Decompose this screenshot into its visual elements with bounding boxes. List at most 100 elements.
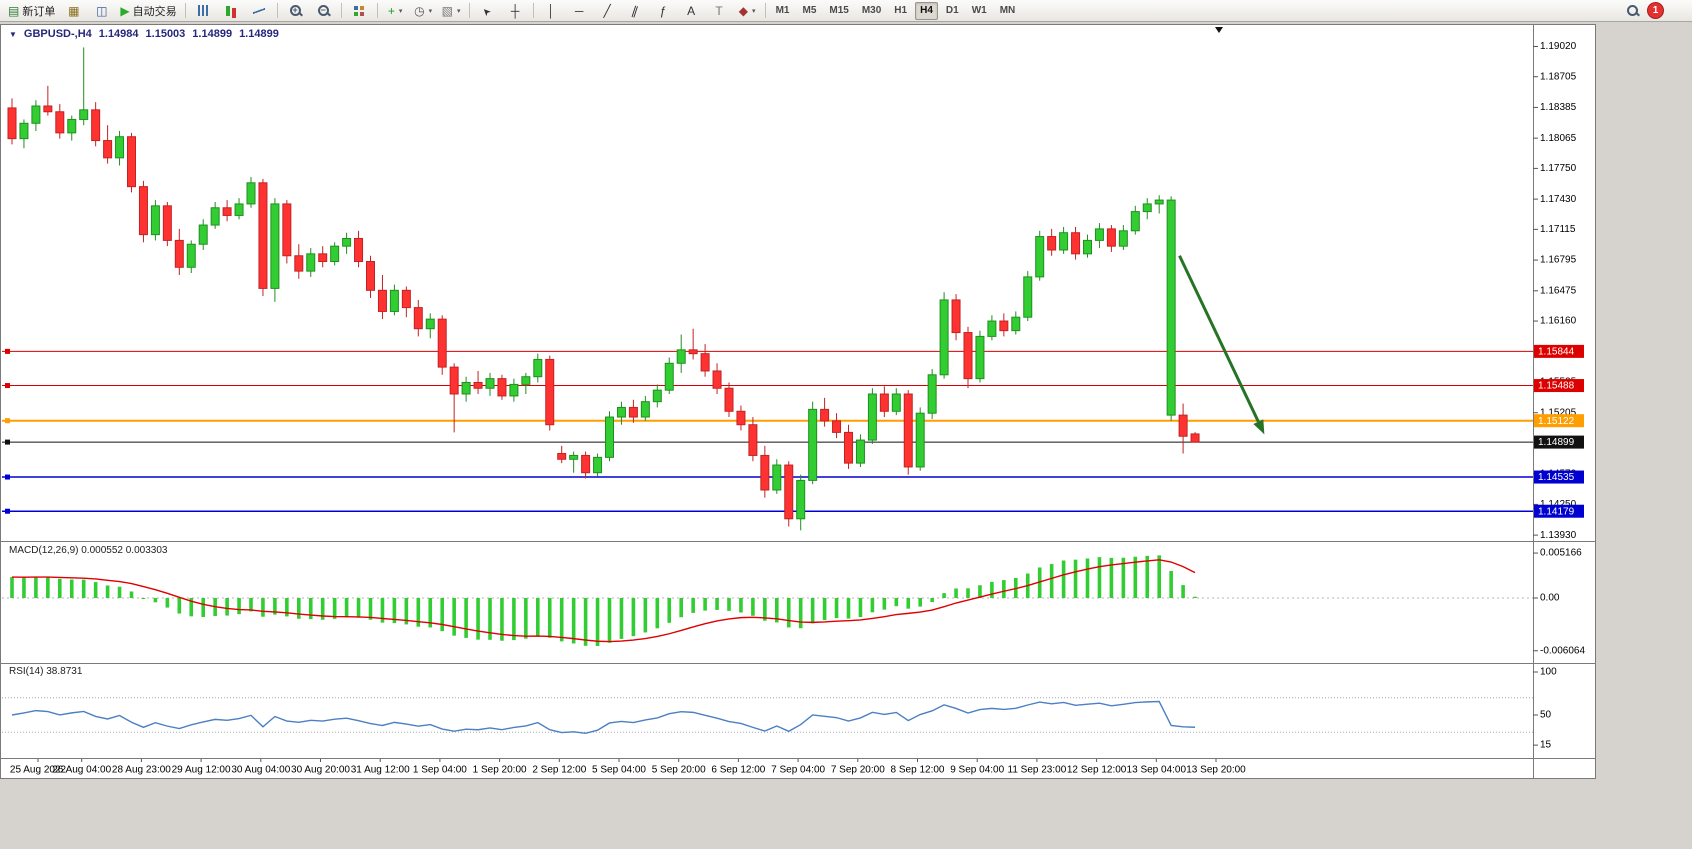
window-right-gutter bbox=[1596, 22, 1692, 849]
autotrading-button[interactable]: ▶ 自动交易 bbox=[116, 1, 180, 21]
search-button[interactable] bbox=[1619, 1, 1646, 21]
svg-text:1.14250: 1.14250 bbox=[1540, 499, 1577, 510]
svg-text:1.16160: 1.16160 bbox=[1540, 316, 1577, 327]
svg-text:0.00: 0.00 bbox=[1540, 593, 1560, 604]
trendline-icon[interactable]: ╱ bbox=[594, 1, 621, 21]
line-chart-icon[interactable] bbox=[246, 1, 273, 21]
chevron-down-icon: ▾ bbox=[398, 7, 403, 15]
timeframe-toolbar: M1 M5 M15 M30 H1 H4 D1 W1 MN bbox=[770, 1, 1022, 20]
toolbar-separator bbox=[468, 3, 470, 18]
svg-text:1.14179: 1.14179 bbox=[1538, 506, 1575, 517]
tile-windows-icon bbox=[353, 5, 358, 10]
arrows-icon: ◆ bbox=[738, 3, 748, 18]
text-icon[interactable]: A bbox=[678, 1, 705, 21]
svg-text:1.15205: 1.15205 bbox=[1540, 407, 1577, 418]
hline-handle-1.14179[interactable] bbox=[5, 508, 10, 514]
toolbar-separator bbox=[532, 3, 534, 18]
market-depth-icon[interactable]: ◫ bbox=[88, 1, 115, 21]
bar-chart-icon[interactable] bbox=[190, 1, 217, 21]
svg-text:1.17115: 1.17115 bbox=[1540, 224, 1576, 235]
zoom-out-icon[interactable]: − bbox=[310, 1, 337, 21]
indicators-icon: + bbox=[387, 3, 395, 18]
candlestick-chart-icon bbox=[225, 5, 236, 18]
chevron-down-icon: ▾ bbox=[751, 7, 756, 15]
fibonacci-icon[interactable]: ƒ bbox=[650, 1, 677, 21]
svg-text:1.16795: 1.16795 bbox=[1540, 255, 1577, 266]
hline-handle-1.15844[interactable] bbox=[5, 348, 10, 354]
macd-pane: 0.005166 0.00 -0.006064 bbox=[2, 548, 1585, 656]
cursor-icon[interactable]: ➤ bbox=[474, 1, 501, 21]
toolbar-separator bbox=[764, 3, 766, 18]
hline-handle-1.15488[interactable] bbox=[5, 383, 10, 389]
tile-windows-icon[interactable] bbox=[346, 1, 373, 21]
candlestick-chart-icon[interactable] bbox=[218, 1, 245, 21]
svg-text:8 Sep 12:00: 8 Sep 12:00 bbox=[891, 765, 945, 776]
svg-text:15: 15 bbox=[1540, 740, 1552, 751]
svg-text:100: 100 bbox=[1540, 667, 1557, 678]
price-tag-1.15488 bbox=[1534, 379, 1584, 393]
chevron-down-icon: ▾ bbox=[456, 7, 461, 15]
timeframe-w1[interactable]: W1 bbox=[971, 5, 987, 16]
zoom-in-icon[interactable]: + bbox=[282, 1, 309, 21]
timeframe-m15[interactable]: M15 bbox=[829, 5, 849, 16]
candles-layer bbox=[7, 47, 1200, 531]
crosshair-icon: ┼ bbox=[510, 3, 520, 18]
toolbar-separator bbox=[376, 3, 378, 18]
svg-text:1.18385: 1.18385 bbox=[1540, 102, 1577, 113]
indicators-button[interactable]: + ▾ bbox=[382, 1, 409, 21]
horizontal-line-icon[interactable]: ─ bbox=[566, 1, 593, 21]
cursor-icon: ➤ bbox=[479, 3, 494, 18]
trend-arrow[interactable] bbox=[1178, 255, 1265, 435]
timeframe-m5[interactable]: M5 bbox=[802, 5, 817, 16]
bar-chart-icon bbox=[197, 5, 209, 16]
timeframe-m30[interactable]: M30 bbox=[861, 5, 882, 16]
hline-handle-1.14899[interactable] bbox=[5, 439, 10, 445]
macd-signal-line bbox=[11, 559, 1196, 643]
notification-badge[interactable]: 1 bbox=[1647, 2, 1664, 19]
svg-text:1.18065: 1.18065 bbox=[1540, 133, 1577, 144]
window-bottom-gutter bbox=[0, 779, 1596, 849]
new-order-icon: ▤ bbox=[8, 3, 20, 18]
price-tag-1.14179 bbox=[1534, 504, 1584, 518]
templates-button[interactable]: ▧ ▾ bbox=[438, 1, 465, 21]
svg-text:7 Sep 20:00: 7 Sep 20:00 bbox=[831, 765, 885, 776]
timeframe-mn[interactable]: MN bbox=[999, 5, 1016, 16]
crosshair-icon[interactable]: ┼ bbox=[502, 1, 529, 21]
chart-window-icon[interactable]: ▦ bbox=[60, 1, 87, 21]
svg-text:1.14535: 1.14535 bbox=[1538, 472, 1575, 483]
svg-text:1.15122: 1.15122 bbox=[1538, 416, 1575, 427]
scroll-end-marker-icon[interactable] bbox=[1215, 27, 1223, 33]
svg-text:28 Aug 23:00: 28 Aug 23:00 bbox=[112, 765, 171, 776]
svg-text:1 Sep 04:00: 1 Sep 04:00 bbox=[413, 765, 467, 776]
hline-handle-1.14535[interactable] bbox=[5, 474, 10, 480]
vertical-line-icon[interactable]: │ bbox=[538, 1, 565, 21]
periods-icon: ◷ bbox=[414, 3, 425, 18]
timeframe-h1[interactable]: H1 bbox=[894, 5, 908, 16]
channel-icon[interactable]: ∥ bbox=[622, 1, 649, 21]
new-order-button[interactable]: ▤ 新订单 bbox=[4, 1, 59, 21]
timeframe-h4[interactable]: H4 bbox=[915, 1, 938, 20]
channel-icon: ∥ bbox=[630, 2, 641, 19]
svg-text:1.18705: 1.18705 bbox=[1540, 71, 1577, 82]
svg-text:1.15844: 1.15844 bbox=[1538, 347, 1575, 358]
horizontal-line-icon: ─ bbox=[574, 3, 584, 18]
macd-scale: 0.005166 0.00 -0.006064 bbox=[1533, 548, 1585, 656]
timeframe-d1[interactable]: D1 bbox=[945, 5, 959, 16]
market-depth-icon: ◫ bbox=[96, 3, 108, 18]
label-icon[interactable]: T bbox=[706, 1, 733, 21]
timeframe-m1[interactable]: M1 bbox=[775, 5, 790, 16]
text-icon: A bbox=[687, 3, 696, 18]
chart-area[interactable]: 1.19020 1.18705 1.18385 1.18065 1.17750 1.174… bbox=[0, 24, 1596, 779]
periods-button[interactable]: ◷ ▾ bbox=[410, 1, 437, 21]
svg-text:30 Aug 20:00: 30 Aug 20:00 bbox=[291, 765, 350, 776]
hline-handle-1.15122[interactable] bbox=[5, 418, 10, 424]
new-order-button-label: 新订单 bbox=[22, 5, 56, 18]
svg-text:29 Aug 12:00: 29 Aug 12:00 bbox=[172, 765, 231, 776]
svg-text:1.17750: 1.17750 bbox=[1540, 163, 1577, 174]
arrows-icon[interactable]: ◆ ▾ bbox=[734, 1, 761, 21]
price-tag-1.15844 bbox=[1534, 344, 1584, 358]
trendline-icon: ╱ bbox=[603, 3, 611, 18]
chart-window-icon: ▦ bbox=[68, 3, 80, 18]
